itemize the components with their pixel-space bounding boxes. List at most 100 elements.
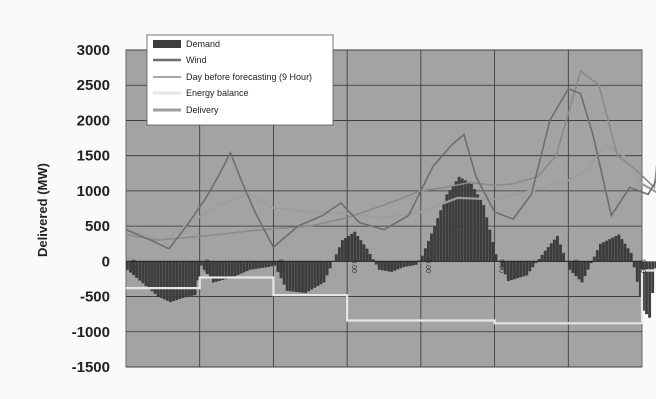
demand-bar <box>344 238 347 262</box>
demand-bar <box>350 233 354 262</box>
demand-bar <box>556 235 559 262</box>
demand-bar <box>433 226 437 262</box>
demand-bar <box>132 261 136 276</box>
demand-bar <box>651 261 655 294</box>
demand-bar <box>178 261 182 300</box>
demand-bar <box>488 229 492 262</box>
demand-bar <box>251 261 255 270</box>
demand-bar <box>368 253 372 262</box>
zero-value-label: 0.00 <box>424 259 431 273</box>
demand-bar <box>184 261 188 298</box>
demand-bar <box>294 261 298 292</box>
demand-bar <box>141 261 145 284</box>
y-axis-label: Delivered (MW) <box>35 163 50 257</box>
demand-bar <box>165 261 169 301</box>
demand-bar <box>288 261 292 292</box>
demand-bar <box>187 261 191 297</box>
demand-bar <box>642 261 645 311</box>
demand-bar <box>500 261 504 268</box>
demand-bar <box>411 261 415 266</box>
demand-bar <box>586 261 590 270</box>
demand-bar <box>439 210 443 262</box>
demand-bar <box>193 261 197 296</box>
demand-bar <box>138 261 142 281</box>
demand-bar <box>509 261 513 281</box>
demand-bar <box>589 261 593 264</box>
y-tick-label: -1000 <box>72 324 110 341</box>
demand-bar <box>423 248 427 262</box>
demand-bar <box>635 261 639 282</box>
demand-bar <box>258 261 261 269</box>
demand-bar <box>374 261 378 265</box>
demand-bar <box>448 190 452 262</box>
demand-bar <box>503 261 507 275</box>
demand-bar <box>436 218 440 262</box>
demand-bar <box>169 261 172 303</box>
demand-bar <box>236 261 240 275</box>
demand-bar <box>463 180 467 262</box>
demand-bar <box>301 261 304 293</box>
zero-value-label: 0.00 <box>350 259 357 273</box>
demand-bar <box>159 261 163 298</box>
demand-bar <box>365 248 369 262</box>
demand-bar <box>623 243 627 262</box>
demand-bar <box>599 243 602 262</box>
demand-bar <box>417 260 421 262</box>
zero-value-label: 0.00 <box>276 259 283 273</box>
demand-bar <box>577 261 581 280</box>
demand-bar <box>516 261 519 279</box>
demand-bar <box>654 261 656 269</box>
demand-bar <box>212 261 215 283</box>
legend-label-energy-balance: Energy balance <box>186 88 249 98</box>
demand-bar <box>227 261 231 279</box>
y-tick-label: 2500 <box>77 77 110 94</box>
demand-bar <box>485 217 489 262</box>
demand-bar <box>341 240 344 262</box>
demand-bar <box>162 261 166 300</box>
demand-bar <box>270 261 274 267</box>
demand-bar <box>205 261 209 275</box>
demand-bar <box>380 261 384 271</box>
legend-label-forecast: Day before forecasting (9 Hour) <box>186 72 312 82</box>
demand-bar <box>316 261 320 286</box>
y-tick-label: 1000 <box>77 183 110 200</box>
demand-bar <box>559 244 562 262</box>
demand-bar <box>196 261 200 281</box>
demand-bar <box>291 261 295 292</box>
demand-bar <box>276 261 280 272</box>
demand-bar <box>540 254 544 262</box>
demand-bar <box>602 242 605 262</box>
demand-bar <box>279 261 283 279</box>
demand-bar <box>638 261 642 297</box>
demand-bar <box>611 237 615 262</box>
demand-bar <box>362 244 366 262</box>
legend: Demand Wind Day before forecasting (9 Ho… <box>146 34 334 126</box>
demand-bar <box>390 261 394 272</box>
demand-bar <box>608 239 612 262</box>
y-tick-label: 0 <box>102 253 110 270</box>
demand-bar <box>442 202 446 262</box>
demand-bar <box>513 261 516 280</box>
series-line-1 <box>125 87 656 250</box>
demand-bar <box>310 261 314 290</box>
demand-bar <box>199 261 203 266</box>
demand-bar <box>479 199 483 262</box>
demand-bar <box>371 259 375 262</box>
demand-bar <box>454 181 458 262</box>
demand-bar <box>595 250 599 262</box>
demand-bar <box>466 182 470 262</box>
demand-bar <box>580 261 584 283</box>
y-tick-label: 3000 <box>77 42 110 59</box>
demand-bar <box>150 261 154 292</box>
demand-bar <box>537 258 541 262</box>
demand-bar <box>645 261 648 315</box>
demand-bar <box>202 261 206 270</box>
demand-bar <box>494 254 498 262</box>
y-tick-label: -1500 <box>72 359 110 376</box>
demand-bar <box>384 261 387 271</box>
demand-bar <box>245 261 249 272</box>
demand-bar <box>264 261 268 268</box>
demand-bar <box>648 261 652 318</box>
